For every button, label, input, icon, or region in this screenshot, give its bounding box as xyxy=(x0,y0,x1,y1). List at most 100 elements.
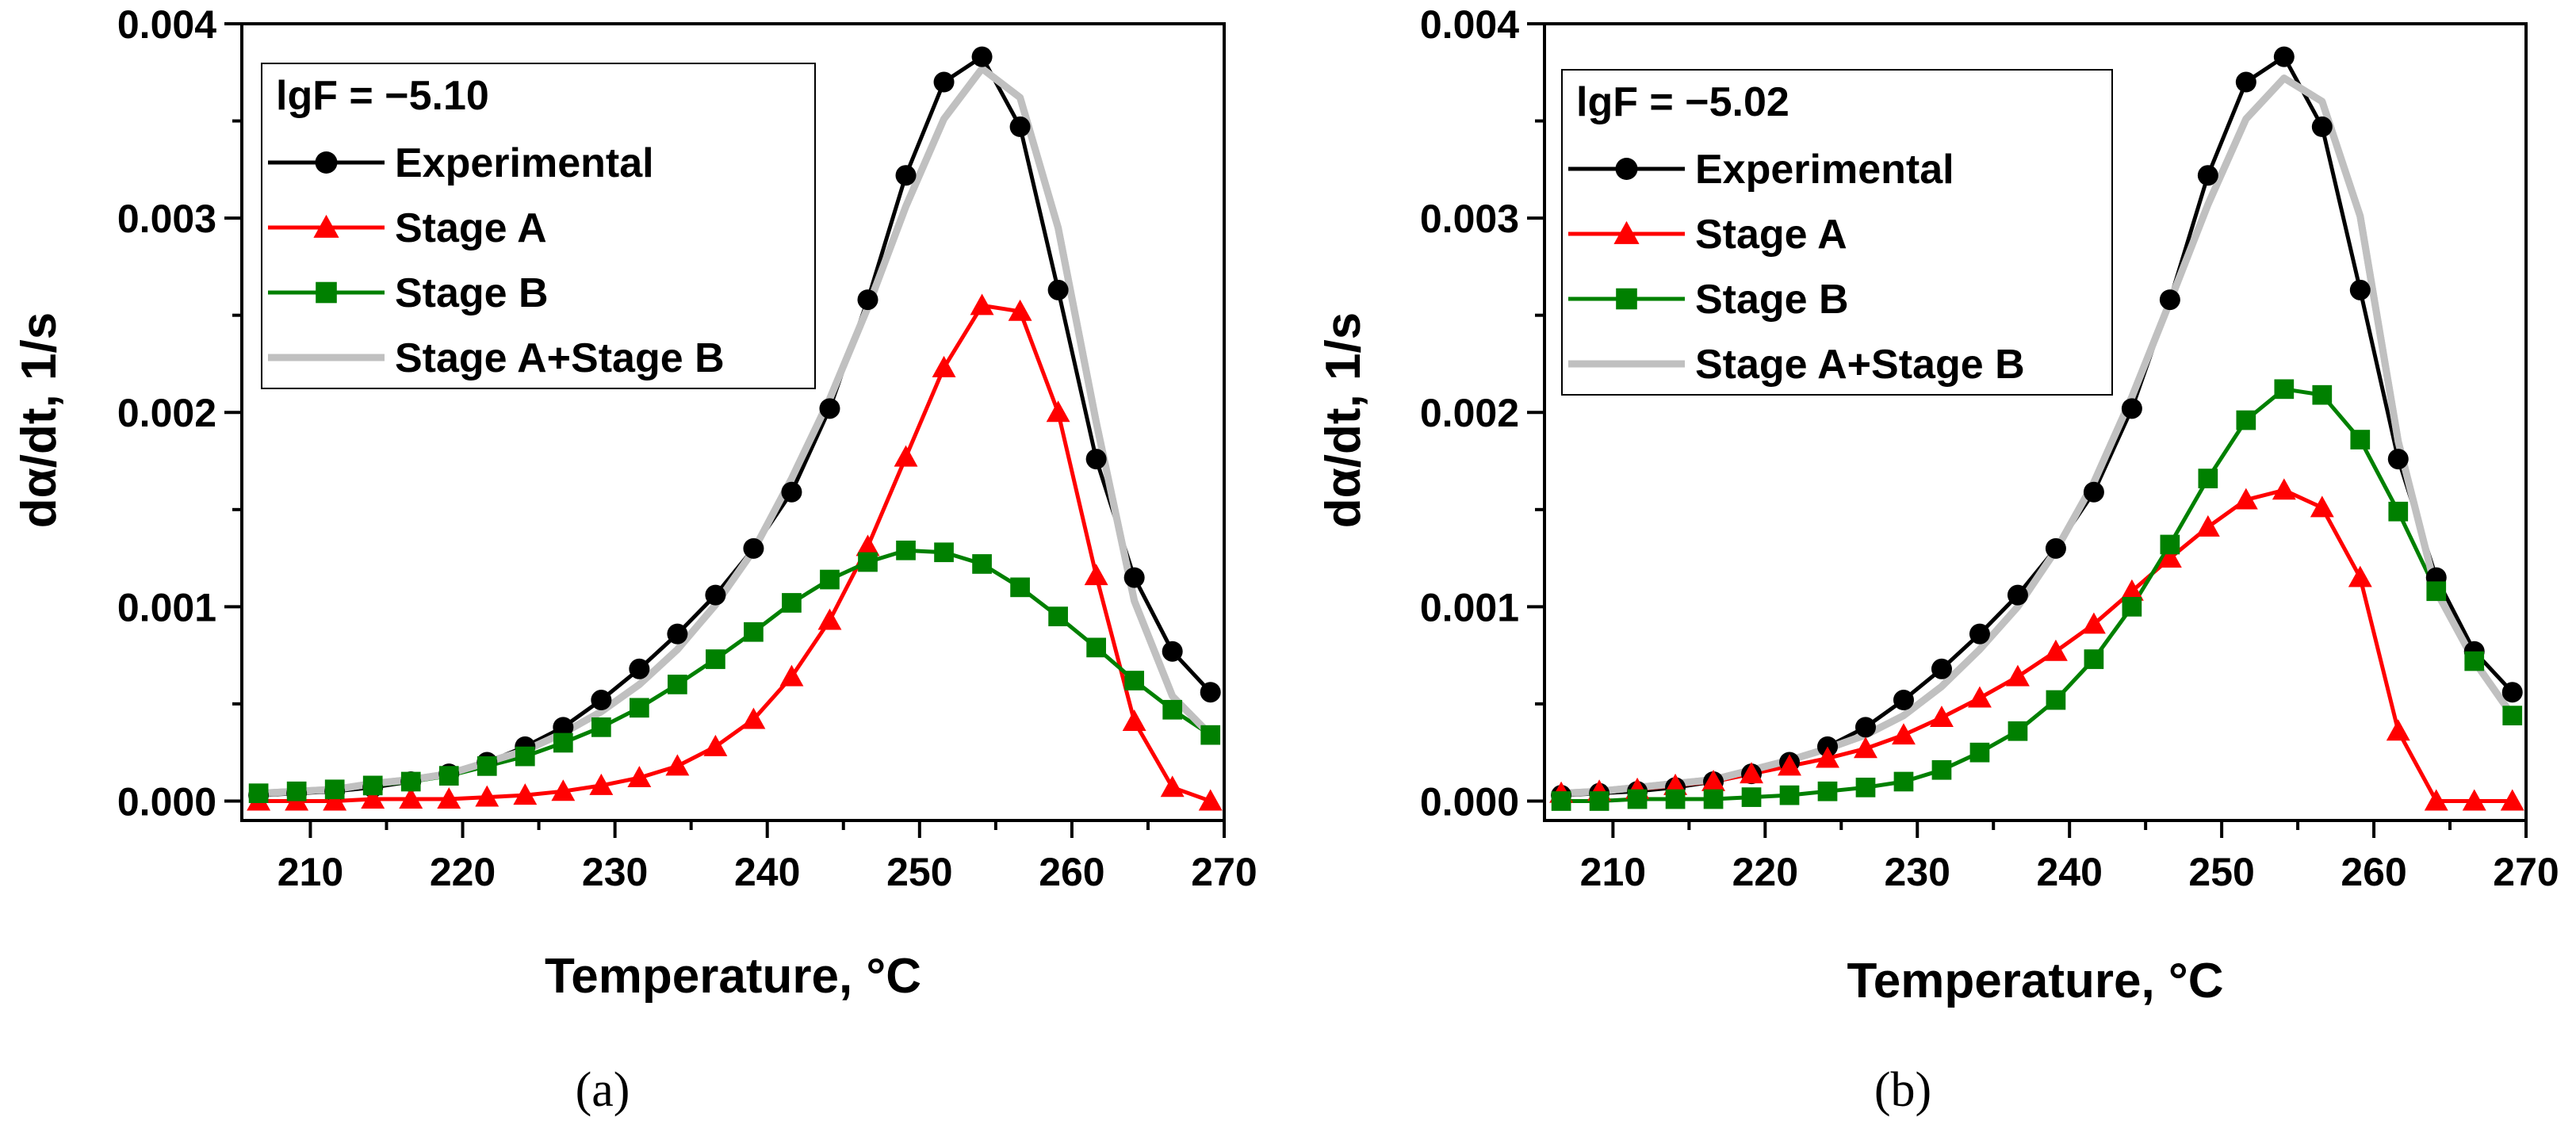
data-point-s3-5 xyxy=(400,771,421,792)
legend: lgF = −5.02 Experimental Stage A Stage B Sta… xyxy=(1561,69,2113,396)
legend-marker-3 xyxy=(316,281,337,304)
data-point-s3-8 xyxy=(1817,781,1838,801)
data-point-s2-9 xyxy=(1854,736,1877,759)
data-point-s3-21 xyxy=(2312,384,2333,405)
data-point-s2-14 xyxy=(741,707,766,729)
data-point-s1-12 xyxy=(1969,623,1990,644)
data-point-s2-14 xyxy=(2043,639,2068,661)
x-tick-label: 270 xyxy=(2493,850,2559,894)
x-tick-label: 210 xyxy=(278,850,343,894)
data-point-s3-15 xyxy=(782,593,802,613)
data-point-s2-22 xyxy=(2348,565,2372,587)
data-point-s3-11 xyxy=(630,698,649,718)
data-point-s2-18 xyxy=(2195,514,2220,537)
data-point-s3-3 xyxy=(324,779,345,800)
data-point-s1-16 xyxy=(819,398,840,419)
data-point-s2-20 xyxy=(970,293,994,316)
data-point-s3-20 xyxy=(972,554,992,574)
data-point-s1-9 xyxy=(1854,717,1876,738)
panel-caption: (b) xyxy=(1874,1063,1931,1117)
data-point-s3-21 xyxy=(1010,577,1030,598)
x-tick-label: 220 xyxy=(1732,850,1798,894)
y-tick-label: 0.004 xyxy=(117,2,216,47)
data-point-s1-9 xyxy=(553,717,574,738)
data-point-s1-11 xyxy=(629,658,650,679)
data-point-s3-4 xyxy=(1665,789,1686,809)
data-point-s2-12 xyxy=(665,754,690,776)
data-point-s3-22 xyxy=(1048,606,1068,626)
data-point-s1-20 xyxy=(2273,46,2295,67)
x-tick-label: 240 xyxy=(2036,850,2102,894)
data-point-s2-12 xyxy=(1967,686,1992,708)
y-tick-label: 0.002 xyxy=(1420,391,1519,435)
data-point-s2-19 xyxy=(2233,488,2258,510)
data-point-s3-17 xyxy=(2160,534,2180,555)
data-point-s2-15 xyxy=(2081,612,2106,634)
data-point-s2-17 xyxy=(855,534,880,557)
data-point-s3-12 xyxy=(668,675,687,694)
legend-label-1: Experimental xyxy=(395,140,654,186)
data-point-s2-23 xyxy=(1084,564,1108,586)
y-tick-label: 0.001 xyxy=(1420,585,1519,629)
data-point-s2-7 xyxy=(475,785,500,807)
data-point-s3-5 xyxy=(1703,789,1724,809)
data-point-s3-1 xyxy=(248,783,269,804)
data-point-s3-26 xyxy=(2502,706,2523,725)
data-point-s2-5 xyxy=(1701,770,1726,791)
data-point-s3-19 xyxy=(934,542,954,563)
data-point-s1-17 xyxy=(857,289,878,311)
data-point-s3-7 xyxy=(1779,785,1800,805)
data-point-s2-8 xyxy=(1816,746,1839,768)
annotation-lgf: lgF = −5.10 xyxy=(276,73,489,119)
data-point-s1-19 xyxy=(2235,71,2256,93)
data-point-s3-9 xyxy=(1855,777,1876,797)
data-point-s1-25 xyxy=(1162,641,1183,662)
data-point-s3-18 xyxy=(2198,469,2218,488)
data-point-s2-6 xyxy=(437,787,461,809)
data-point-s3-18 xyxy=(896,540,916,560)
y-tick-label: 0.004 xyxy=(1420,2,1519,47)
plot-frame xyxy=(1543,22,2528,822)
y-tick-label: 0.002 xyxy=(117,391,216,435)
y-tick-label: 0.001 xyxy=(117,585,216,629)
data-point-s2-22 xyxy=(1046,400,1070,423)
x-tick-label: 270 xyxy=(1191,850,1257,894)
data-point-s3-25 xyxy=(2464,651,2485,671)
chart-panel-2: 210 220 230 240 250 260 270 0.000 0.001 0.002 0.00… xyxy=(1316,2,2559,1117)
data-point-s3-16 xyxy=(820,569,840,590)
data-point-s2-24 xyxy=(2424,789,2448,811)
data-point-s2-18 xyxy=(894,445,918,467)
data-point-s2-17 xyxy=(2157,546,2182,568)
data-point-s1-12 xyxy=(667,623,688,644)
data-point-s2-13 xyxy=(2005,664,2030,687)
data-point-s1-22 xyxy=(1047,279,1069,300)
data-point-s1-22 xyxy=(2349,279,2371,300)
data-point-s2-19 xyxy=(932,355,956,377)
data-point-s3-11 xyxy=(1931,759,1952,780)
legend-marker-2 xyxy=(313,214,339,238)
data-point-s2-9 xyxy=(551,779,576,801)
legend-label-3: Stage B xyxy=(395,270,549,316)
data-point-s3-23 xyxy=(1086,637,1106,658)
y-axis-title: dα/dt, 1/s xyxy=(12,312,67,528)
legend-marker-2 xyxy=(1613,220,1640,244)
data-point-s3-7 xyxy=(477,756,497,776)
y-axis-title: dα/dt, 1/s xyxy=(1316,312,1371,528)
data-point-s1-23 xyxy=(1085,449,1107,470)
data-point-s1-24 xyxy=(1123,567,1145,588)
data-point-s3-14 xyxy=(2046,690,2066,710)
data-point-s2-10 xyxy=(589,773,614,795)
data-point-s3-20 xyxy=(2274,379,2295,400)
data-point-s3-4 xyxy=(362,775,383,796)
legend-label-4: Stage A+Stage B xyxy=(395,335,725,381)
data-point-s1-15 xyxy=(2083,481,2104,503)
data-point-s2-25 xyxy=(2462,789,2486,811)
series-line-3 xyxy=(1561,387,2514,803)
data-point-s1-20 xyxy=(971,46,993,67)
data-point-s1-11 xyxy=(1931,658,1952,679)
data-point-s1-10 xyxy=(591,690,612,711)
legend-marker-1 xyxy=(315,151,338,174)
data-point-s2-26 xyxy=(1198,789,1223,811)
data-point-s3-1 xyxy=(1551,791,1571,811)
